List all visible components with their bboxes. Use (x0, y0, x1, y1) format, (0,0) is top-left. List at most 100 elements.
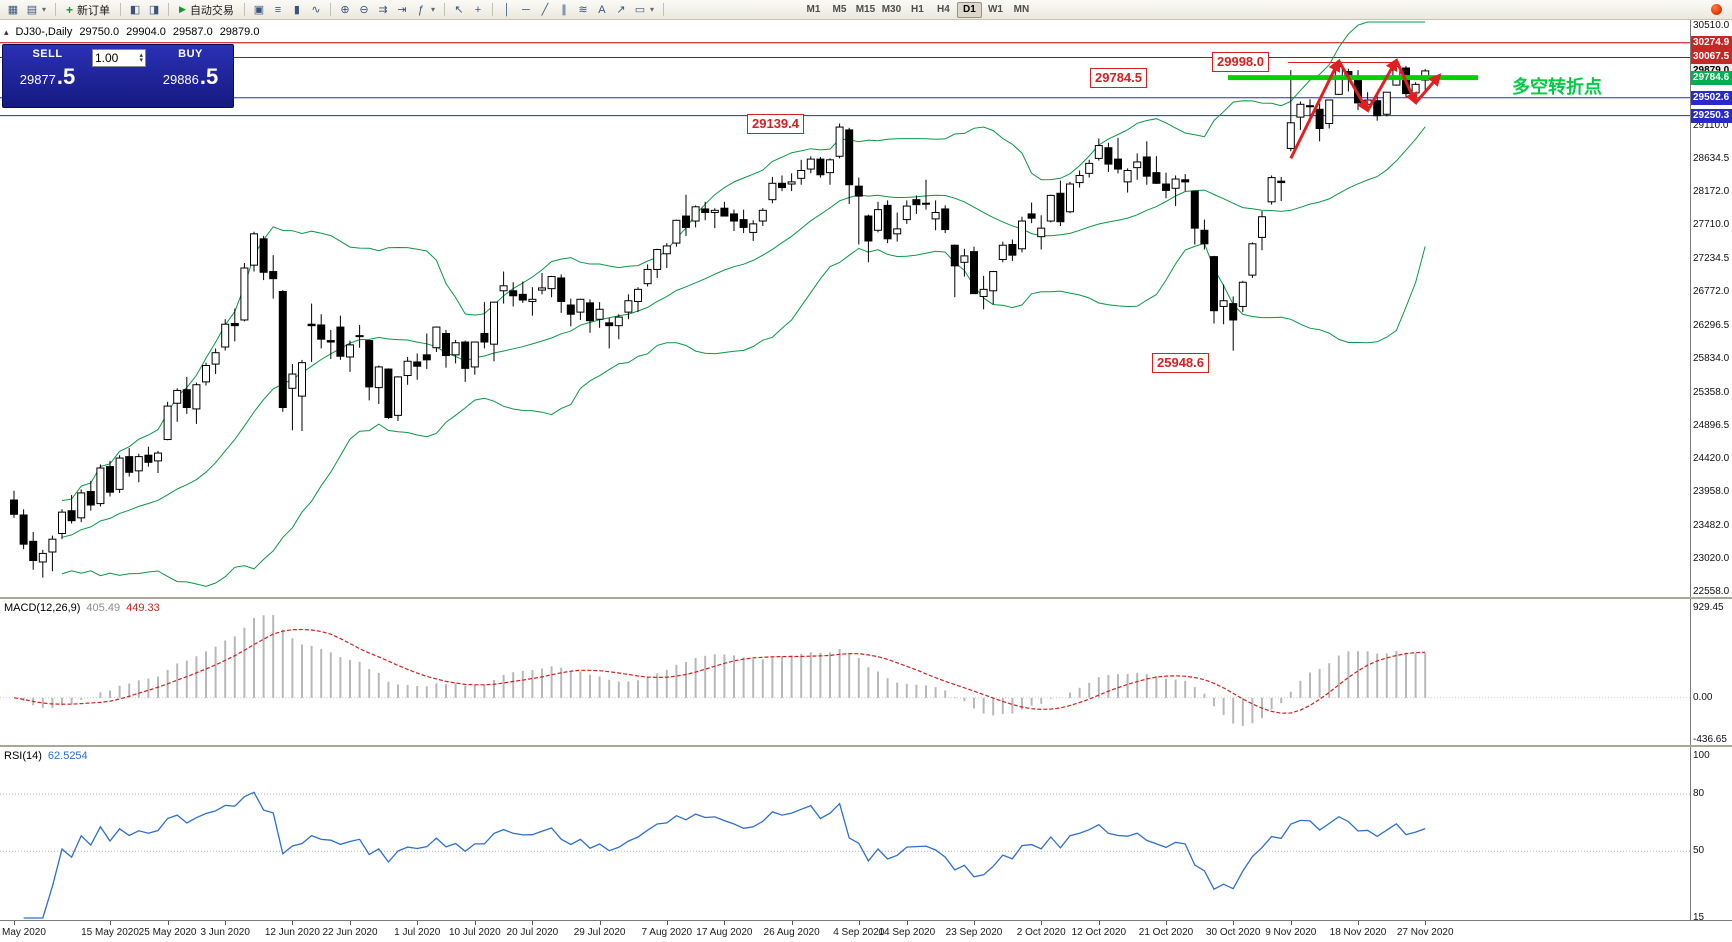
trade-panel-toggle-icon[interactable]: ▴ (4, 26, 9, 37)
rsi-line (23, 791, 1426, 919)
shapes-icon[interactable]: ▭ (634, 4, 646, 16)
candle-body (643, 268, 652, 285)
trend-arrow[interactable] (1414, 73, 1442, 104)
time-axis-tick (906, 921, 908, 925)
bar-chart-icon[interactable]: ≡ (274, 3, 282, 16)
zoom-out-icon[interactable]: ⊖ (359, 4, 369, 16)
vertical-line-icon[interactable]: │ (503, 3, 511, 16)
timeframe-m30[interactable]: M30 (879, 2, 904, 18)
text-tool-icon[interactable]: A (598, 3, 606, 16)
candle-body (1258, 216, 1266, 238)
timeframe-mn[interactable]: MN (1009, 2, 1034, 18)
price-callout[interactable]: 29784.5 (1090, 67, 1147, 88)
pane-separator-macd[interactable] (0, 597, 1732, 599)
price-line-label: 30067.5 (1691, 50, 1732, 65)
chart-header: ▴ DJ30-,Daily 29750.0 29904.0 29587.0 29… (4, 26, 259, 38)
indicators-icon-dropdown[interactable]: ▾ (430, 5, 435, 14)
fibonacci-icon[interactable]: ≋ (578, 4, 588, 16)
time-axis[interactable]: May 2020 15 May 2020 25 May 2020 3 Jun 2020… (0, 920, 1732, 942)
cursor-icon[interactable]: ↖ (454, 4, 464, 16)
candle-body (960, 255, 969, 263)
time-axis-tick (858, 921, 860, 925)
time-axis-label: May 2020 (2, 927, 46, 938)
time-axis-tick (1290, 921, 1292, 925)
timeframe-h1[interactable]: H1 (905, 2, 930, 18)
zoom-in-icon[interactable]: ⊕ (340, 4, 350, 16)
pane-separator-rsi[interactable] (0, 745, 1732, 747)
candle-body (653, 248, 662, 270)
chart-profiles-icon[interactable]: ▤ (26, 4, 38, 16)
timeframe-m5[interactable]: M5 (827, 2, 852, 18)
volume-input[interactable]: 1.00 ▴ ▾ (92, 49, 146, 67)
candle-body (1066, 183, 1074, 213)
price-callout[interactable]: 29139.4 (747, 113, 804, 134)
new-chart-icon[interactable]: ▦ (7, 4, 19, 16)
candle-body (1181, 179, 1190, 183)
time-axis-tick (1098, 921, 1100, 925)
candlestick-chart-icon[interactable]: ▮ (293, 4, 300, 16)
toolbar-separator (243, 3, 245, 16)
price-line-label: 29250.3 (1691, 108, 1732, 123)
price-line-label: 29784.6 (1691, 70, 1732, 85)
timeframe-m1[interactable]: M1 (801, 2, 826, 18)
connection-status-icon[interactable] (1711, 4, 1722, 15)
candle-body (931, 211, 940, 220)
candle-body (394, 376, 402, 416)
new-order-button[interactable]: + 新订单 (61, 1, 115, 18)
one-click-trading-panel: SELL 29877.5 1.00 ▴ ▾ BUY 29886.5 (2, 44, 234, 108)
toolbar-separator (120, 3, 122, 16)
candle-body (355, 335, 364, 338)
candle-body (816, 158, 825, 176)
trend-arrow[interactable] (1289, 58, 1341, 160)
auto-scroll-icon[interactable]: ⇉ (378, 4, 388, 16)
shapes-icon-dropdown[interactable]: ▾ (649, 5, 654, 14)
horizontal-line-icon[interactable]: ─ (522, 3, 530, 16)
candle-body (288, 373, 297, 389)
trendline-icon[interactable]: ╱ (541, 4, 549, 16)
buy-label: BUY (178, 48, 203, 60)
chart-profiles-icon-dropdown[interactable]: ▾ (42, 5, 47, 14)
trend-arrow[interactable] (1337, 60, 1369, 113)
candle-body (835, 126, 844, 157)
chart-shift-icon[interactable]: ⇥ (397, 4, 407, 16)
pivot-annotation-text[interactable]: 多空转折点 (1512, 77, 1602, 98)
toolbar: ▦ ▤ ▾ + 新订单 ◧ ◨ ▶ 自动交易 ▣ ≡ ▮ ∿ ⊕ ⊖ ⇉ ⇥ ƒ ▾ ↖ + │ ─ ╱ ∥ ≋… (0, 0, 1732, 20)
volume-section: 1.00 ▴ ▾ (92, 45, 146, 107)
timeframe-d1[interactable]: D1 (956, 1, 982, 18)
time-axis-label: 26 Aug 2020 (763, 927, 820, 938)
price-callout[interactable]: 29998.0 (1212, 52, 1269, 73)
candle-body (163, 405, 172, 441)
price-axis[interactable]: 30510.0 29110.0 28634.5 28172.0 27710.0 27234… (1690, 20, 1732, 923)
channel-icon[interactable]: ∥ (561, 4, 567, 16)
navigator-icon[interactable]: ◨ (148, 4, 160, 16)
timeframe-m15[interactable]: M15 (853, 2, 878, 18)
candle-body (970, 251, 978, 295)
autotrading-button[interactable]: ▶ 自动交易 (174, 1, 239, 18)
trend-arrow[interactable] (1366, 57, 1398, 112)
candle-body (1037, 227, 1046, 238)
arrow-tool-icon[interactable]: ↗ (616, 4, 626, 16)
candle-body (269, 271, 278, 280)
market-watch-icon[interactable]: ◧ (129, 4, 141, 16)
buy-button[interactable]: BUY 29886.5 (146, 45, 235, 107)
volume-down-button[interactable]: ▾ (139, 57, 143, 64)
candle-body (1373, 100, 1382, 117)
window-cascade-icon[interactable]: ▣ (253, 4, 265, 16)
timeframe-w1[interactable]: W1 (983, 2, 1008, 18)
candle-body (259, 238, 268, 273)
candle-body (346, 344, 354, 358)
timeframe-h4[interactable]: H4 (931, 2, 956, 18)
price-callout[interactable]: 25948.6 (1152, 352, 1209, 373)
trend-arrow[interactable] (1395, 59, 1418, 106)
line-chart-icon[interactable]: ∿ (311, 4, 321, 16)
volume-up-button[interactable]: ▴ (139, 52, 143, 59)
crosshair-icon[interactable]: + (474, 3, 482, 16)
indicators-icon[interactable]: ƒ (417, 3, 424, 16)
candle-body (192, 384, 201, 410)
chart-canvas[interactable] (0, 0, 1690, 920)
symbol-label: DJ30-,Daily (15, 26, 73, 38)
axis-tick-label: 0.00 (1693, 691, 1713, 703)
axis-tick-label: 28172.0 (1693, 186, 1730, 198)
sell-button[interactable]: SELL 29877.5 (3, 45, 92, 107)
